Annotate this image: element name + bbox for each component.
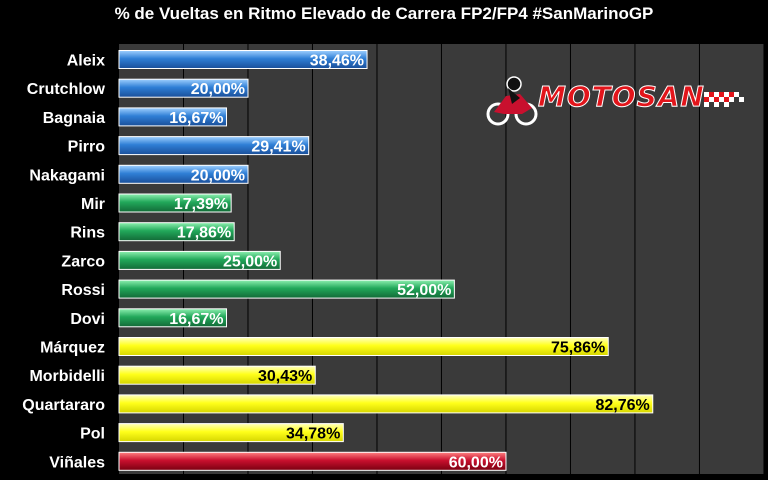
category-label: Aleix (67, 53, 105, 70)
motosan-logo: MOTOSAN (486, 74, 748, 128)
bar-rossi (118, 279, 455, 299)
bar-pol (118, 423, 344, 443)
value-label: 30,43% (258, 368, 312, 385)
bar-morbidelli (118, 365, 316, 385)
bar-nakagami (118, 164, 249, 184)
value-label: 20,00% (191, 81, 245, 98)
category-label: Dovi (70, 311, 105, 328)
category-label: Viñales (49, 454, 105, 471)
value-label: 29,41% (251, 139, 305, 156)
value-label: 82,76% (595, 397, 649, 414)
category-label: Crutchlow (27, 81, 106, 98)
bar-bagnaia (118, 107, 228, 127)
value-label: 16,67% (169, 311, 223, 328)
category-label: Rossi (61, 282, 105, 299)
category-label: Quartararo (22, 397, 105, 414)
value-label: 20,00% (191, 167, 245, 184)
checkered-flag-icon (704, 92, 744, 107)
bars (118, 50, 654, 471)
category-label: Márquez (40, 340, 105, 357)
bar-quartararo (118, 394, 654, 414)
category-label: Pol (80, 426, 105, 443)
value-label: 17,39% (174, 196, 228, 213)
value-label: 52,00% (397, 282, 451, 299)
motorcycle-rider-icon (486, 76, 538, 126)
category-labels: Aleix Crutchlow Bagnaia Pirro Nakagami Mir Rin… (22, 53, 105, 472)
bar-crutchlow (118, 78, 249, 98)
bar-zarco (118, 250, 281, 270)
bar-dovi (118, 308, 228, 328)
value-label: 17,86% (177, 225, 231, 242)
bar-márquez (118, 337, 609, 356)
value-label: 16,67% (169, 110, 223, 127)
value-label: 60,00% (449, 454, 503, 471)
category-label: Bagnaia (43, 110, 105, 127)
value-label: 38,46% (310, 53, 364, 70)
bar-viñales (118, 451, 507, 471)
bar-rins (118, 222, 235, 242)
value-label: 75,86% (551, 340, 605, 357)
value-labels: 38,46% 20,00% 16,67% 29,41% 20,00% 17,39% 17,8… (169, 53, 650, 472)
chart-title: % de Vueltas en Ritmo Elevado de Carrera… (114, 4, 654, 23)
category-label: Mir (81, 196, 105, 213)
logo-text: MOTOSAN (538, 80, 705, 114)
category-label: Rins (70, 225, 105, 242)
category-label: Pirro (68, 139, 106, 156)
category-label: Nakagami (29, 167, 105, 184)
category-label: Morbidelli (29, 368, 105, 385)
bar-pirro (118, 136, 310, 156)
value-label: 25,00% (223, 253, 277, 270)
value-label: 34,78% (286, 426, 340, 443)
category-label: Zarco (61, 253, 105, 270)
bar-mir (118, 193, 232, 213)
bar-aleix (118, 50, 368, 69)
